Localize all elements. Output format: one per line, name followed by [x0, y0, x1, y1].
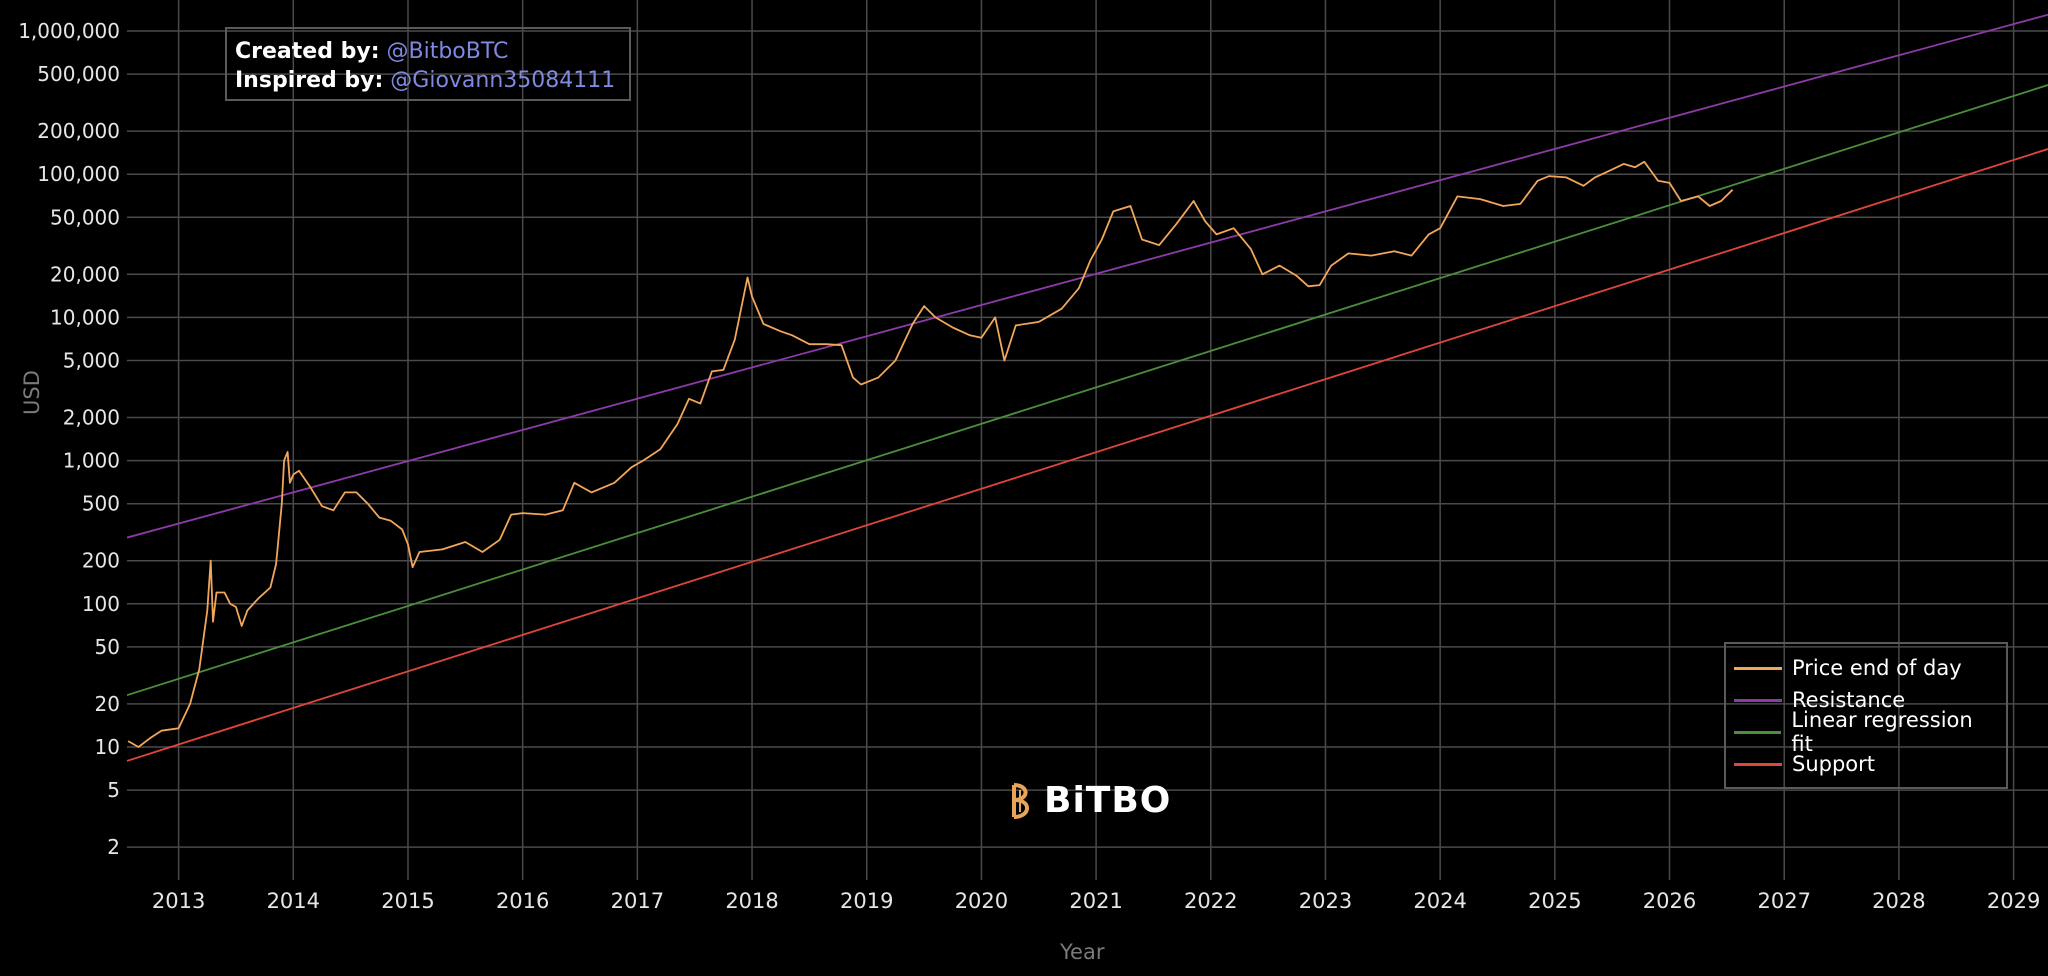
y-tick-label: 100 — [82, 592, 120, 616]
x-tick-label: 2020 — [955, 889, 1008, 913]
y-tick-label: 500,000 — [37, 62, 120, 86]
legend-item-support[interactable]: Support — [1734, 748, 1998, 780]
brand-watermark: BiTBO — [1008, 780, 1171, 821]
y-tick-label: 1,000,000 — [18, 19, 120, 43]
x-tick-label: 2027 — [1757, 889, 1810, 913]
y-tick-labels: 2 5 10 20 50 100 200 500 1,000 2,000 5,000 10,000 20… — [18, 19, 120, 859]
x-tick-labels: 2013 2014 2015 2016 2017 2018 2019 2020 2021 2022… — [152, 889, 2040, 913]
created-by-link[interactable]: @BitboBTC — [386, 39, 509, 64]
y-tick-label: 50 — [95, 635, 120, 659]
y-tick-label: 50,000 — [50, 205, 120, 229]
x-tick-label: 2023 — [1299, 889, 1352, 913]
series-line-price — [127, 160, 1734, 748]
y-tick-label: 2 — [107, 835, 120, 859]
y-tick-label: 5 — [107, 778, 120, 802]
y-tick-label: 20,000 — [50, 262, 120, 286]
y-tick-label: 5,000 — [63, 349, 120, 373]
legend-label-price: Price end of day — [1792, 656, 1962, 680]
series-line-linear-regression-fit — [126, 84, 2048, 697]
x-tick-label: 2026 — [1643, 889, 1696, 913]
legend-swatch-resistance — [1734, 698, 1782, 702]
x-tick-label: 2015 — [381, 889, 434, 913]
created-by-label: Created by: — [235, 39, 380, 64]
x-tick-label: 2018 — [725, 889, 778, 913]
grid-lines — [127, 0, 2048, 880]
x-axis-title: Year — [1060, 940, 1105, 964]
legend-item-regression[interactable]: Linear regression fit — [1734, 708, 1998, 756]
y-axis-title: USD — [20, 370, 44, 415]
series-line-resistance — [126, 13, 2048, 539]
x-tick-label: 2029 — [1987, 889, 2040, 913]
legend-swatch-regression — [1734, 730, 1782, 734]
legend-item-resistance[interactable]: Resistance — [1734, 684, 1998, 716]
legend: Price end of day Resistance Linear regre… — [1724, 642, 2008, 789]
series-lines — [126, 13, 2048, 762]
inspired-by-link[interactable]: @Giovann35084111 — [390, 68, 616, 93]
x-tick-label: 2013 — [152, 889, 205, 913]
x-tick-label: 2016 — [496, 889, 549, 913]
legend-swatch-support — [1734, 762, 1782, 766]
legend-item-price[interactable]: Price end of day — [1734, 652, 1998, 684]
legend-label-support: Support — [1792, 752, 1876, 776]
y-tick-label: 10 — [95, 735, 120, 759]
x-tick-label: 2014 — [267, 889, 320, 913]
y-tick-label: 1,000 — [63, 449, 120, 473]
x-tick-label: 2024 — [1413, 889, 1466, 913]
x-tick-label: 2028 — [1872, 889, 1925, 913]
series-line-support — [126, 148, 2048, 762]
x-tick-label: 2017 — [611, 889, 664, 913]
bitbo-logo-icon — [1012, 782, 1029, 819]
y-tick-label: 500 — [82, 492, 120, 516]
y-tick-label: 2,000 — [63, 405, 120, 429]
legend-label-regression: Linear regression fit — [1791, 708, 1973, 756]
y-tick-label: 200 — [82, 549, 120, 573]
legend-swatch-price — [1734, 666, 1782, 670]
y-tick-label: 100,000 — [37, 162, 120, 186]
y-tick-label: 200,000 — [37, 119, 120, 143]
x-tick-label: 2025 — [1528, 889, 1581, 913]
credits-box: Created by: @BitboBTC Inspired by: @Giov… — [225, 27, 631, 101]
x-tick-label: 2019 — [840, 889, 893, 913]
y-tick-label: 10,000 — [50, 305, 120, 329]
y-tick-label: 20 — [95, 692, 120, 716]
brand-name: BiTBO — [1044, 780, 1172, 821]
x-tick-label: 2021 — [1069, 889, 1122, 913]
x-tick-label: 2022 — [1184, 889, 1237, 913]
inspired-by-label: Inspired by: — [235, 68, 384, 93]
legend-label-resistance: Resistance — [1792, 688, 1906, 712]
